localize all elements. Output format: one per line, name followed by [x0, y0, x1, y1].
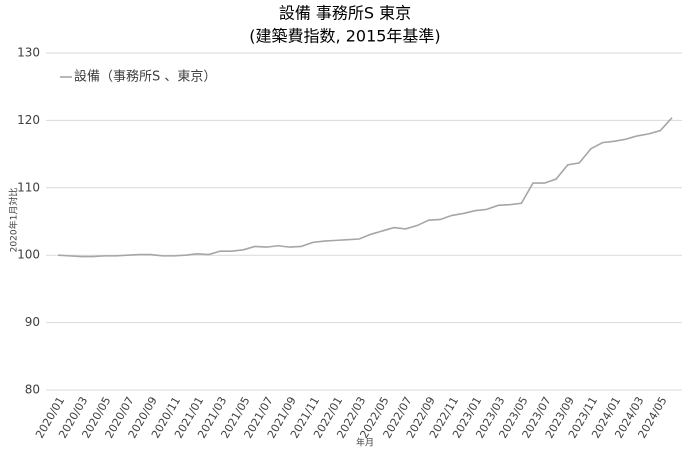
chart-title: 設備 事務所S 東京 — [279, 4, 411, 23]
y-tick-label: 80 — [25, 383, 40, 397]
chart-subtitle: (建築費指数, 2015年基準) — [249, 27, 440, 46]
y-tick-label: 100 — [17, 248, 40, 262]
y-tick-label: 90 — [25, 315, 40, 329]
legend-label: 設備（事務所S 、東京） — [74, 69, 216, 85]
data-line — [57, 117, 673, 258]
x-axis-label: 年月 — [356, 437, 374, 449]
y-tick-label: 130 — [17, 46, 40, 60]
y-tick-label: 110 — [17, 180, 40, 194]
y-tick-label: 120 — [17, 113, 40, 127]
y-axis-label: 2020年1月対比 — [8, 188, 20, 253]
